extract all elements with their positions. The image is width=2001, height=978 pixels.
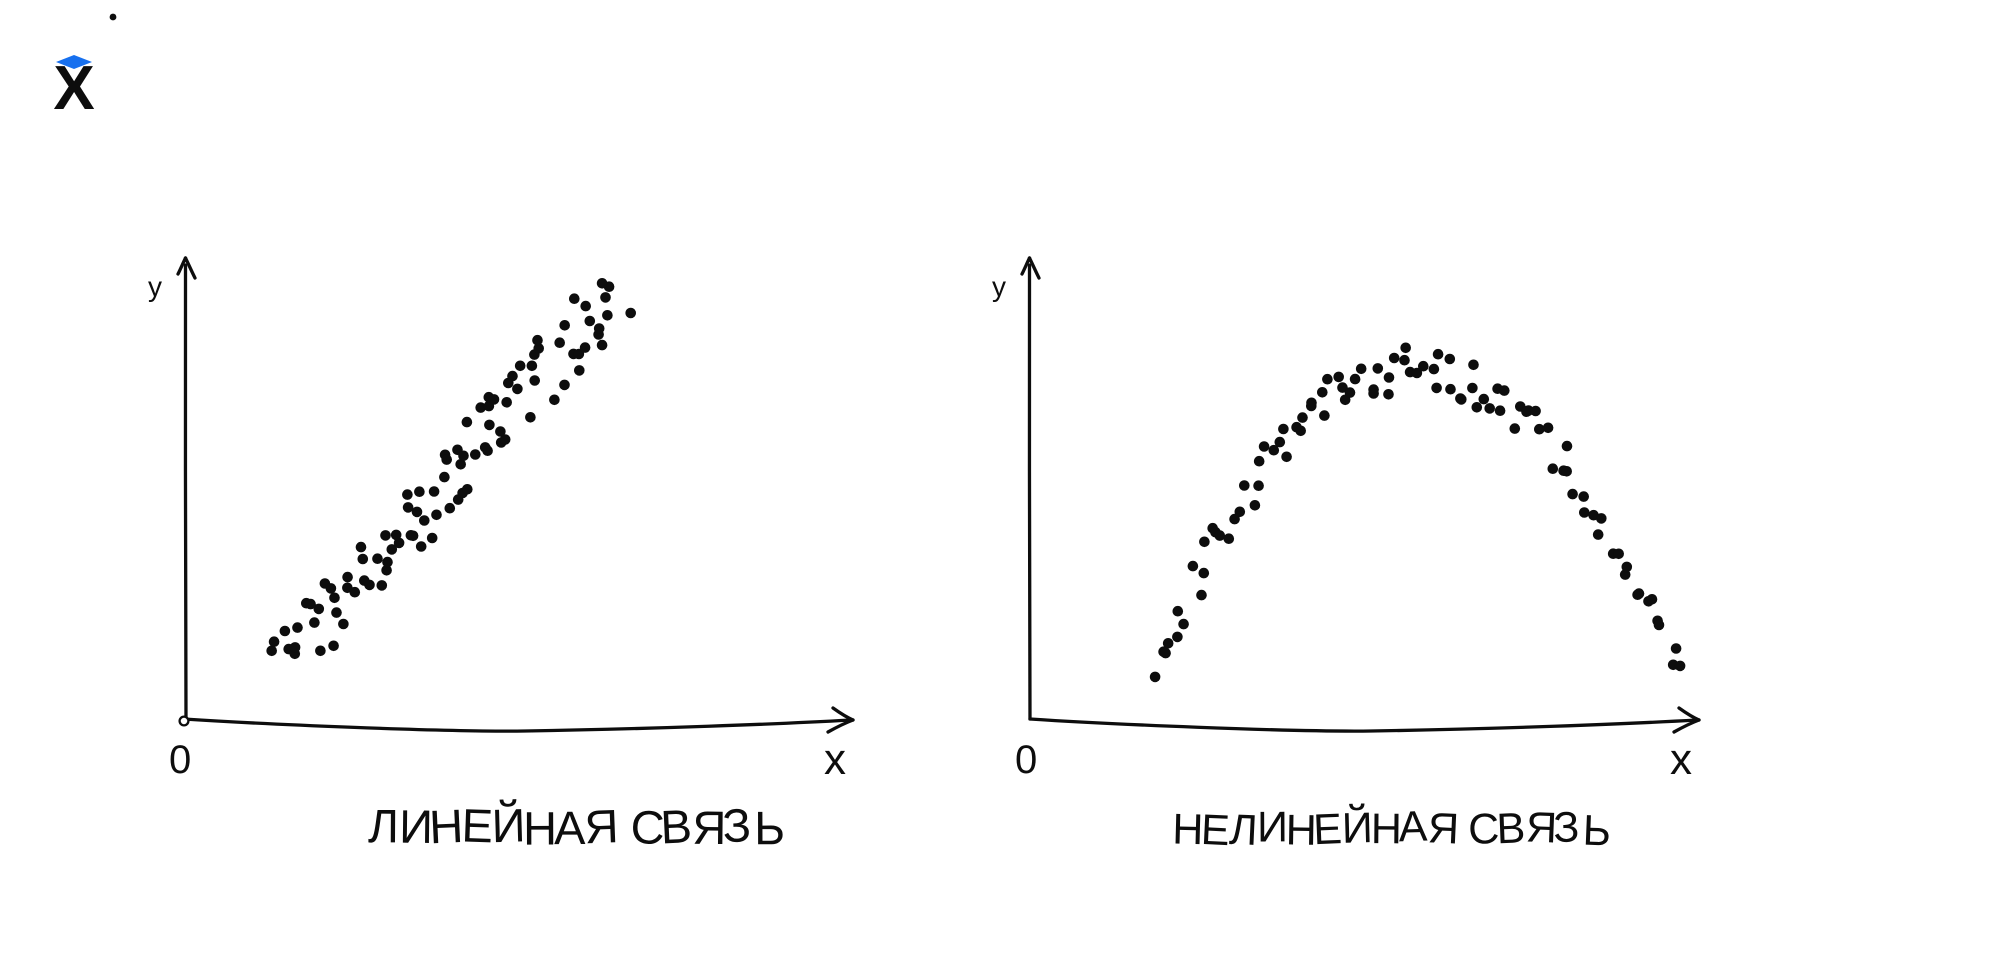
svg-text:y: y xyxy=(992,271,1006,302)
svg-text:А: А xyxy=(554,801,586,854)
svg-text:Н: Н xyxy=(523,801,557,854)
svg-text:Я: Я xyxy=(1427,804,1460,853)
svg-text:x: x xyxy=(824,735,846,784)
svg-text:Й: Й xyxy=(1341,803,1373,853)
svg-text:Н: Н xyxy=(1172,805,1204,854)
svg-text:Е: Е xyxy=(1312,805,1343,854)
svg-text:Е: Е xyxy=(461,798,494,852)
svg-text:0: 0 xyxy=(1015,738,1037,782)
svg-text:В: В xyxy=(1496,804,1527,853)
svg-text:Я: Я xyxy=(584,799,620,853)
svg-text:Н: Н xyxy=(428,799,464,853)
svg-text:Л: Л xyxy=(368,799,399,852)
svg-text:y: y xyxy=(148,271,162,302)
svg-text:Ь: Ь xyxy=(1582,807,1612,856)
svg-text:X: X xyxy=(53,54,94,123)
svg-text:И: И xyxy=(1257,803,1288,851)
svg-text:Й: Й xyxy=(491,798,526,852)
svg-text:x: x xyxy=(1670,735,1692,784)
svg-text:Л: Л xyxy=(1228,806,1258,855)
svg-text:А: А xyxy=(1398,803,1428,852)
svg-text:Е: Е xyxy=(1200,806,1231,855)
svg-text:З: З xyxy=(721,798,752,852)
svg-text:З: З xyxy=(1553,803,1580,852)
svg-text:Ь: Ь xyxy=(754,801,785,854)
svg-text:0: 0 xyxy=(169,738,191,782)
svg-text:В: В xyxy=(659,799,693,853)
